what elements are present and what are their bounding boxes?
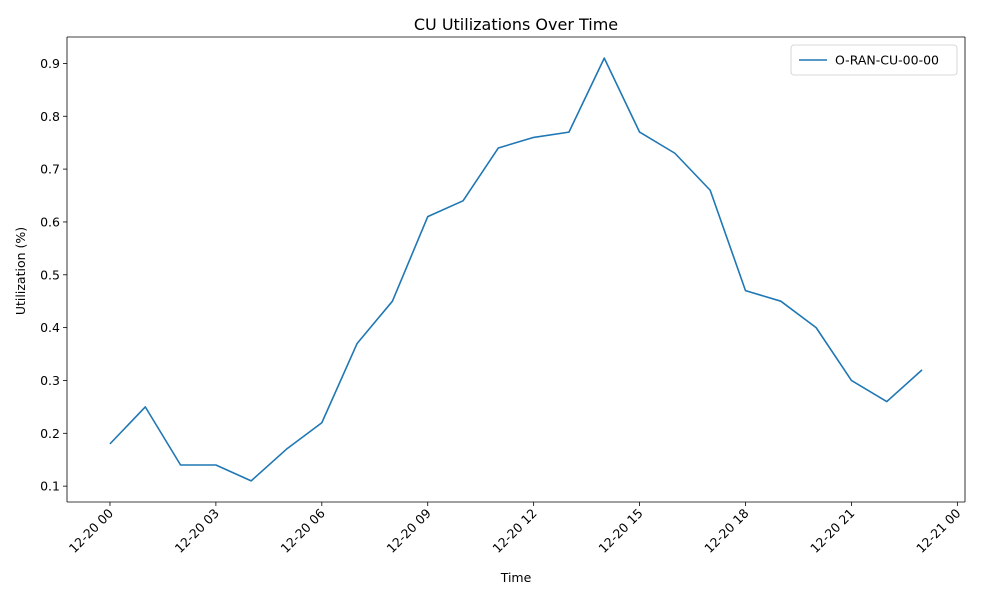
x-axis-label: Time xyxy=(500,570,532,585)
y-tick-label: 0.9 xyxy=(40,56,60,71)
y-tick-label: 0.7 xyxy=(40,162,60,177)
x-tick-label: 12-20 15 xyxy=(595,506,645,556)
x-tick-label: 12-20 18 xyxy=(701,505,751,555)
y-tick-label: 0.2 xyxy=(40,426,60,441)
x-tick-label: 12-20 09 xyxy=(384,505,434,555)
y-tick-label: 0.5 xyxy=(40,267,60,282)
x-tick-label: 12-20 21 xyxy=(807,506,857,556)
y-tick-label: 0.6 xyxy=(40,214,60,229)
y-axis-label: Utilization (%) xyxy=(13,227,28,315)
y-tick-label: 0.3 xyxy=(40,373,60,388)
x-tick-label: 12-20 06 xyxy=(278,505,328,555)
y-tick-label: 0.8 xyxy=(40,109,60,124)
chart-title: CU Utilizations Over Time xyxy=(414,15,618,34)
x-tick-label: 12-21 00 xyxy=(913,505,963,555)
x-tick-label: 12-20 00 xyxy=(66,505,116,555)
y-tick-label: 0.1 xyxy=(40,479,60,494)
x-tick-label: 12-20 12 xyxy=(489,506,539,556)
y-tick-label: 0.4 xyxy=(40,320,60,335)
x-tick-label: 12-20 03 xyxy=(172,506,222,556)
legend-label: O-RAN-CU-00-00 xyxy=(835,53,939,68)
plot-area: 0.1 0.2 0.3 0.4 0.5 0.6 0.7 0.8 0.9 12-20 00 12-20… xyxy=(40,36,966,556)
series-line xyxy=(109,57,923,482)
legend-box xyxy=(790,44,958,76)
